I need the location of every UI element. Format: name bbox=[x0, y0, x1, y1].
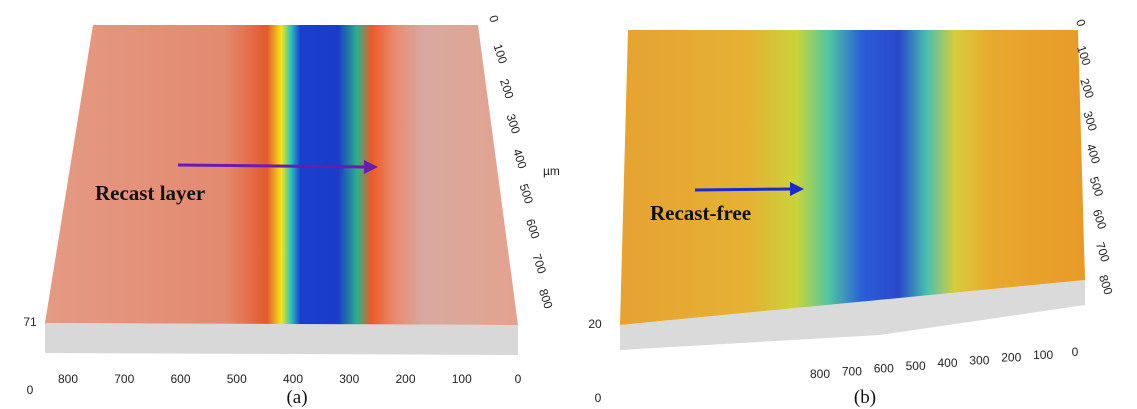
x-tick-label: 800 bbox=[58, 372, 78, 386]
y-tick-label: 200 bbox=[497, 77, 517, 101]
z-tick-label: 20 bbox=[588, 317, 602, 331]
y-tick-label: 400 bbox=[1084, 142, 1104, 166]
z-tick-label: 0 bbox=[595, 391, 602, 405]
surface-side bbox=[45, 323, 518, 355]
arrow bbox=[695, 189, 792, 190]
x-tick-label: 500 bbox=[906, 359, 926, 373]
y-tick-label: 200 bbox=[1077, 77, 1097, 101]
figure: Recast layer µm (a) Recast-free (b) 800 7… bbox=[0, 0, 1137, 409]
caption: (b) bbox=[854, 387, 876, 408]
annotation: Recast-free bbox=[650, 201, 751, 225]
surface-map bbox=[45, 25, 518, 325]
x-tick-label: 200 bbox=[1001, 351, 1021, 365]
z-tick-label: 0 bbox=[27, 383, 34, 397]
x-tick-label: 200 bbox=[395, 372, 415, 386]
y-tick-label: 0 bbox=[486, 13, 501, 24]
x-tick-label: 700 bbox=[114, 372, 134, 386]
z-tick-label: 71 bbox=[23, 315, 37, 329]
y-tick-label: 600 bbox=[1090, 208, 1110, 232]
x-tick-label: 400 bbox=[937, 356, 957, 370]
x-tick-label: 300 bbox=[969, 353, 989, 367]
y-tick-label: 400 bbox=[510, 147, 530, 171]
y-tick-label: 500 bbox=[1087, 175, 1107, 199]
x-tick-label: 0 bbox=[1072, 345, 1079, 359]
y-tick-label: 100 bbox=[491, 42, 511, 66]
y-tick-label: 300 bbox=[1080, 109, 1100, 133]
surface-map bbox=[620, 30, 1085, 325]
annotation: Recast layer bbox=[95, 181, 205, 205]
x-tick-label: 400 bbox=[283, 372, 303, 386]
x-tick-label: 600 bbox=[170, 372, 190, 386]
x-tick-label: 700 bbox=[842, 364, 862, 378]
y-tick-label: 800 bbox=[1096, 273, 1116, 297]
x-tick-label: 100 bbox=[1033, 348, 1053, 362]
y-tick-label: 700 bbox=[1093, 240, 1113, 264]
y-tick-label: 300 bbox=[504, 112, 524, 136]
x-tick-label: 300 bbox=[339, 372, 359, 386]
y-tick-label: 700 bbox=[530, 252, 550, 276]
y-tick-label: 600 bbox=[523, 217, 543, 241]
x-tick-label: 100 bbox=[452, 372, 472, 386]
x-tick-label: 600 bbox=[874, 362, 894, 376]
y-tick-label: 0 bbox=[1073, 17, 1088, 28]
caption: (a) bbox=[286, 387, 307, 408]
x-tick-label: 0 bbox=[515, 372, 522, 386]
arrow bbox=[178, 165, 368, 167]
x-tick-label: 800 bbox=[810, 367, 830, 381]
y-tick-label: 500 bbox=[517, 182, 537, 206]
axis-unit: µm bbox=[543, 164, 560, 178]
x-tick-label: 500 bbox=[227, 372, 247, 386]
y-tick-label: 800 bbox=[536, 287, 556, 311]
